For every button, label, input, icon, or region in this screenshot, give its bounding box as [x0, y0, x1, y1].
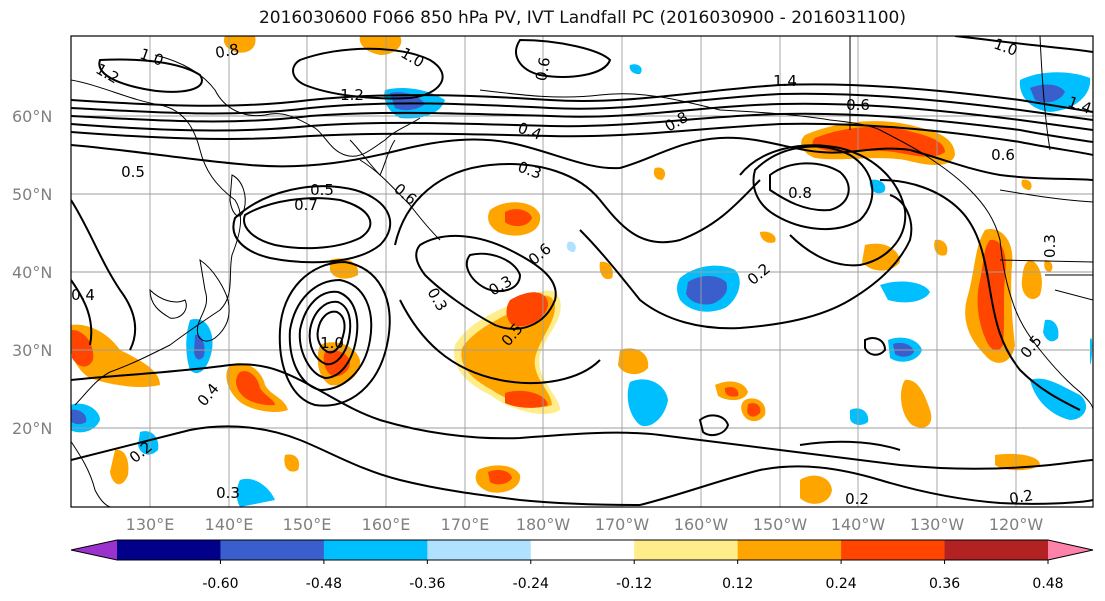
- lon-label: 140°E: [205, 515, 254, 534]
- lon-label: 130°W: [910, 515, 965, 534]
- colorbar-tick-label: 0.48: [1032, 576, 1063, 592]
- contour-label: 0.4: [71, 286, 95, 304]
- colorbar-segment: [117, 540, 221, 560]
- contour-label: 1.2: [340, 86, 364, 104]
- colorbar-segment: [427, 540, 532, 560]
- contour-label: 0.3: [1041, 234, 1059, 258]
- pv-contours: [71, 36, 1093, 506]
- colorbar-extend-low: [71, 540, 117, 560]
- lon-label: 170°E: [441, 515, 490, 534]
- lat-label: 20°N: [12, 419, 52, 438]
- colorbar-tick-label: 0.12: [722, 576, 753, 592]
- contour-label: 0.6: [846, 96, 870, 114]
- colorbar-segment: [944, 540, 1049, 560]
- colorbar: -0.60 -0.48 -0.36 -0.24 -0.12 0.12 0.24 0.36 0.4…: [70, 539, 1094, 592]
- lon-label: 170°W: [595, 515, 650, 534]
- lon-label: 150°E: [283, 515, 332, 534]
- lon-label: 130°E: [126, 515, 175, 534]
- contour-label: 0.7: [294, 196, 318, 214]
- lon-label: 160°E: [362, 515, 411, 534]
- map-frame: [70, 35, 1094, 508]
- contour-label: 1.4: [773, 72, 797, 90]
- colorbar-tick-label: 0.24: [826, 576, 857, 592]
- longitude-labels: 130°E 140°E 150°E 160°E 170°E 180°W 170°…: [126, 515, 1044, 534]
- map-area: [71, 36, 1093, 507]
- contour-label: 0.6: [991, 146, 1015, 164]
- lat-label: 30°N: [12, 341, 52, 360]
- lon-label: 120°W: [989, 515, 1044, 534]
- lat-label: 60°N: [12, 107, 52, 126]
- contour-label: 0.3: [216, 484, 240, 502]
- lon-label: 140°W: [831, 515, 886, 534]
- contour-label: 0.2: [845, 490, 869, 508]
- colorbar-segment: [530, 540, 635, 560]
- contour-label: 0.2: [1008, 486, 1035, 508]
- colorbar-tick-label: 0.36: [929, 576, 960, 592]
- colorbar-segment: [323, 540, 428, 560]
- lon-label: 150°W: [753, 515, 808, 534]
- colorbar-tick-label: -0.24: [513, 576, 549, 592]
- colorbar-outline: [70, 539, 1094, 561]
- colorbar-segment: [220, 540, 325, 560]
- colorbar-tick-label: -0.60: [202, 576, 238, 592]
- colorbar-extend-high: [1048, 540, 1093, 560]
- colorbar-segment: [841, 540, 946, 560]
- contour-label: 1.0: [320, 334, 344, 352]
- colorbar-tick-label: -0.12: [616, 576, 652, 592]
- lat-label: 50°N: [12, 185, 52, 204]
- map-title: 2016030600 F066 850 hPa PV, IVT Landfall…: [258, 8, 906, 28]
- coastlines: [71, 36, 1093, 507]
- colorbar-segment: [737, 540, 842, 560]
- graticule: [71, 36, 1093, 507]
- colorbar-tick-label: -0.48: [306, 576, 342, 592]
- contour-label: 0.6: [532, 56, 554, 83]
- contour-label: 0.8: [788, 184, 812, 202]
- lat-label: 40°N: [12, 263, 52, 282]
- contour-label: 0.8: [214, 40, 241, 62]
- contour-label: 0.5: [310, 181, 334, 199]
- lon-label: 180°W: [516, 515, 571, 534]
- lon-label: 160°W: [674, 515, 729, 534]
- latitude-labels: 60°N 50°N 40°N 30°N 20°N: [12, 107, 52, 438]
- contour-label: 0.5: [121, 163, 145, 181]
- colorbar-tick-label: -0.36: [409, 576, 445, 592]
- colorbar-segment: [634, 540, 739, 560]
